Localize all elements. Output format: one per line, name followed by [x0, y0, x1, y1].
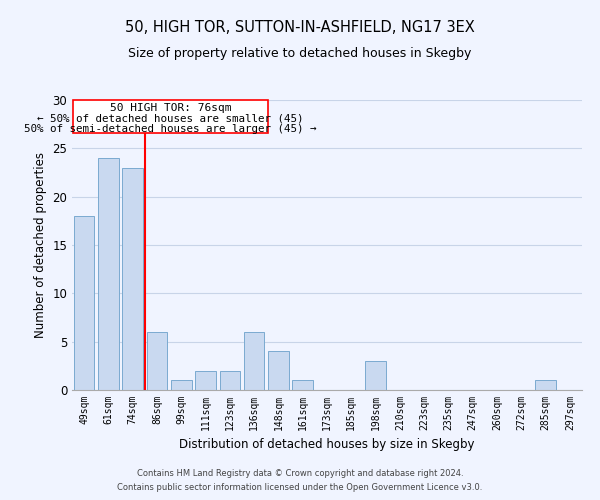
Bar	[195, 370, 216, 390]
Bar	[98, 158, 119, 390]
Bar	[244, 332, 265, 390]
Text: 50% of semi-detached houses are larger (45) →: 50% of semi-detached houses are larger (…	[24, 124, 317, 134]
Text: Size of property relative to detached houses in Skegby: Size of property relative to detached ho…	[128, 48, 472, 60]
Bar	[73, 100, 268, 133]
Bar	[220, 370, 240, 390]
Y-axis label: Number of detached properties: Number of detached properties	[34, 152, 47, 338]
Bar	[74, 216, 94, 390]
Bar	[268, 352, 289, 390]
Bar	[292, 380, 313, 390]
Bar	[146, 332, 167, 390]
Text: Contains public sector information licensed under the Open Government Licence v3: Contains public sector information licen…	[118, 484, 482, 492]
Bar	[535, 380, 556, 390]
Text: ← 50% of detached houses are smaller (45): ← 50% of detached houses are smaller (45…	[37, 114, 304, 124]
Bar	[122, 168, 143, 390]
Text: Contains HM Land Registry data © Crown copyright and database right 2024.: Contains HM Land Registry data © Crown c…	[137, 468, 463, 477]
Bar	[171, 380, 191, 390]
Text: 50, HIGH TOR, SUTTON-IN-ASHFIELD, NG17 3EX: 50, HIGH TOR, SUTTON-IN-ASHFIELD, NG17 3…	[125, 20, 475, 35]
X-axis label: Distribution of detached houses by size in Skegby: Distribution of detached houses by size …	[179, 438, 475, 452]
Bar	[365, 361, 386, 390]
Text: 50 HIGH TOR: 76sqm: 50 HIGH TOR: 76sqm	[110, 104, 231, 114]
